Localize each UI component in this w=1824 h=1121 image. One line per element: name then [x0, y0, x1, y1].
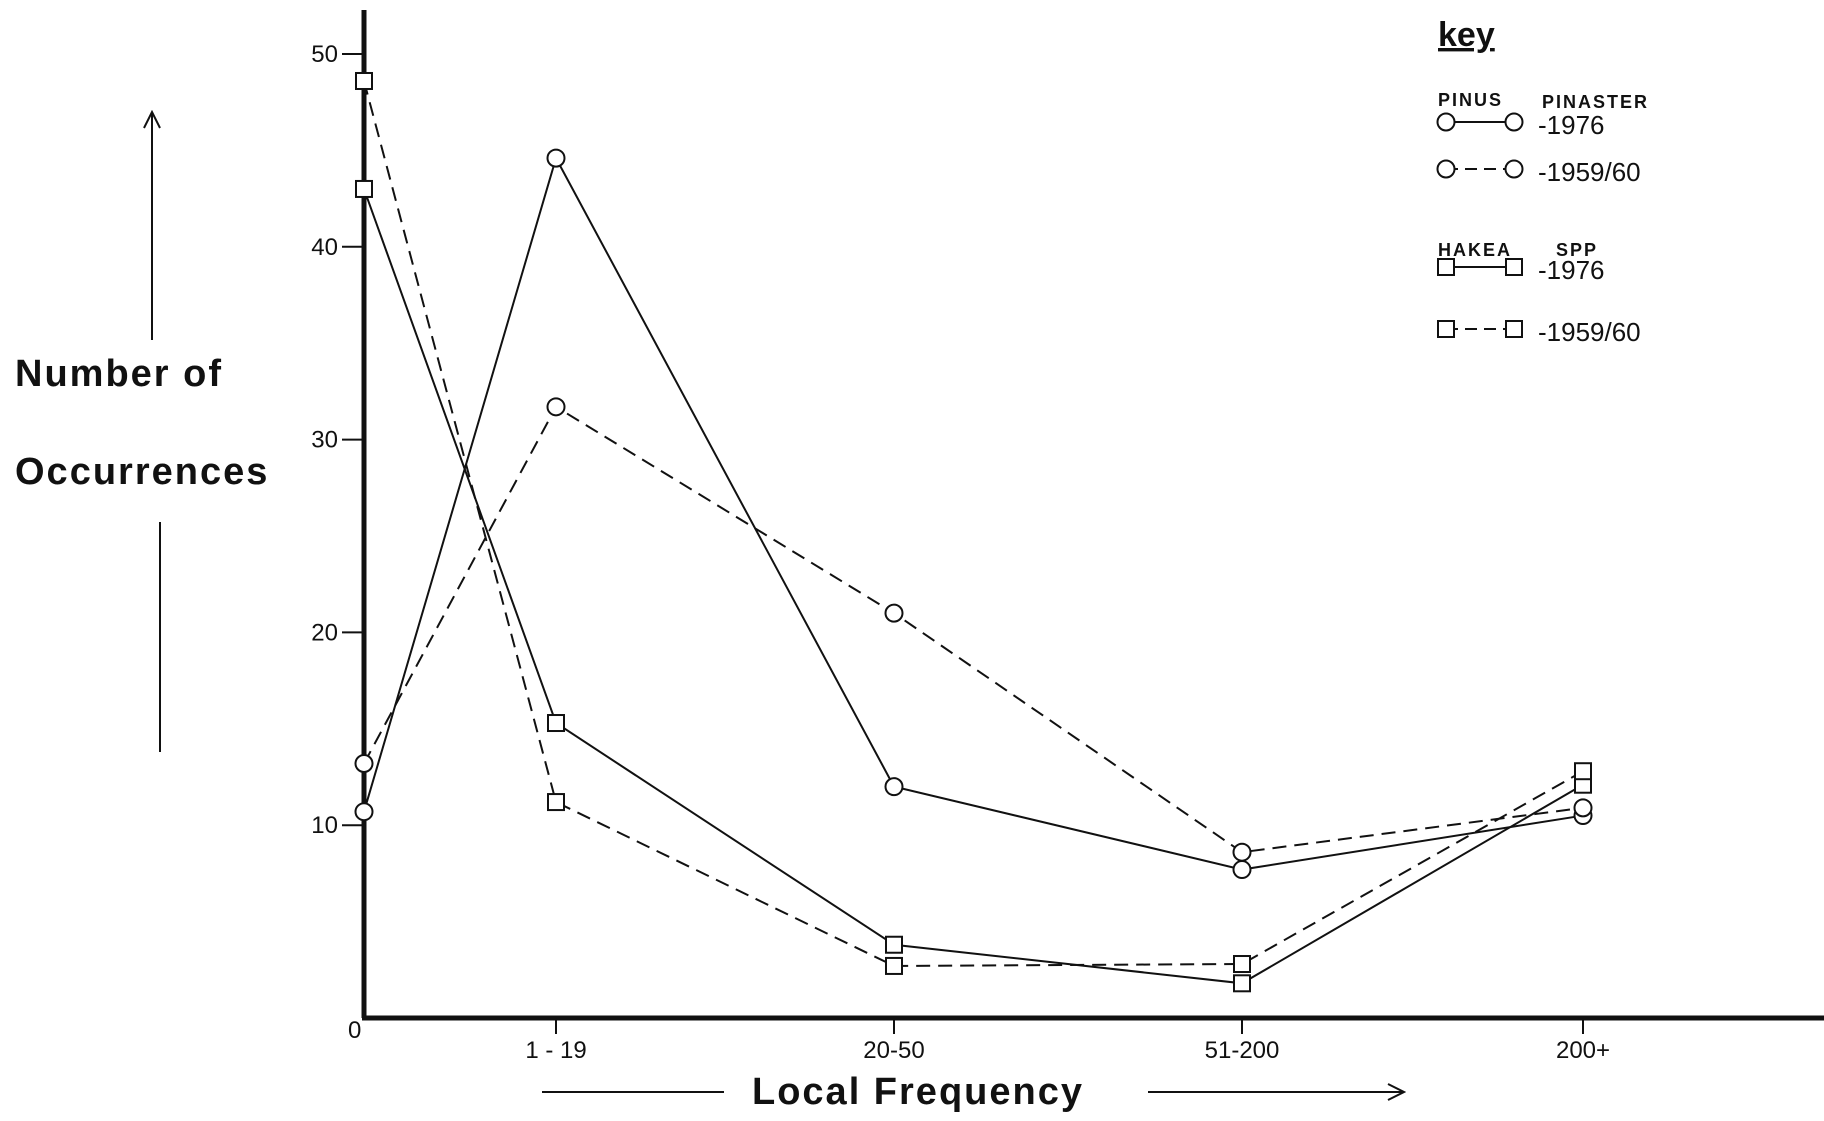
- legend-marker: [1436, 112, 1456, 132]
- y-tick-label: 50: [311, 41, 338, 68]
- legend-label: -1959/60: [1538, 317, 1641, 347]
- legend-label: -1976: [1538, 110, 1605, 140]
- legend-items: -1976 -1959/60 -1976 -1959/60: [1436, 110, 1641, 347]
- data-point: [1232, 842, 1252, 862]
- legend-label: -1959/60: [1538, 157, 1641, 187]
- y-tick-label: 20: [311, 619, 338, 646]
- series-points-0: [354, 148, 1593, 880]
- series-points-2: [355, 179, 1592, 993]
- y-tick-label: 30: [311, 427, 338, 454]
- legend-group-label-pinaster: PINASTER: [1542, 92, 1649, 112]
- series-line: [363, 155, 1584, 871]
- data-point: [547, 714, 565, 733]
- series-0: [363, 155, 1584, 871]
- series-layer: [354, 71, 1593, 993]
- legend-group-label-pinus: PINUS: [1438, 90, 1503, 110]
- data-point: [1573, 798, 1593, 818]
- x-tick-label: 51-200: [1205, 1037, 1280, 1064]
- data-point: [546, 397, 566, 417]
- series-line: [363, 405, 1584, 854]
- legend-group-label-hakea: HAKEA: [1438, 240, 1512, 260]
- data-point: [1233, 974, 1251, 993]
- legend-marker: [1505, 320, 1523, 338]
- legend-marker: [1505, 258, 1523, 276]
- legend-label: -1976: [1538, 255, 1605, 285]
- data-point: [884, 603, 904, 623]
- x-tick-label: 1 - 19: [525, 1037, 586, 1064]
- legend-marker: [1437, 320, 1455, 338]
- legend-item-3: -1959/60: [1437, 317, 1641, 347]
- series-1: [363, 405, 1584, 854]
- legend-marker: [1436, 159, 1456, 179]
- series-line: [363, 80, 1584, 967]
- data-point: [1233, 955, 1251, 974]
- legend-marker: [1437, 258, 1455, 276]
- series-points-1: [354, 397, 1593, 862]
- data-point: [354, 802, 374, 822]
- legend-item-1: -1959/60: [1436, 157, 1641, 187]
- y-axis-ticks: 50 40 30 20 10 0: [311, 41, 364, 1044]
- legend-group-label-spp: SPP: [1556, 240, 1598, 260]
- data-point: [355, 179, 373, 198]
- data-point: [885, 935, 903, 954]
- legend-item-2: -1976: [1437, 255, 1605, 285]
- data-point: [884, 777, 904, 797]
- data-point: [1574, 762, 1592, 781]
- y-zero-label: 0: [348, 1017, 361, 1044]
- data-point: [546, 148, 566, 168]
- legend-item-0: -1976: [1436, 110, 1605, 140]
- y-tick-label: 40: [311, 234, 338, 261]
- y-axis-title-line-2: Occurrences: [15, 451, 269, 493]
- legend-marker: [1504, 112, 1524, 132]
- data-point: [355, 71, 373, 90]
- data-point: [354, 754, 374, 774]
- x-tick-label: 20-50: [863, 1037, 924, 1064]
- data-point: [547, 793, 565, 812]
- data-point: [1232, 860, 1252, 880]
- series-2: [363, 188, 1584, 985]
- x-axis-title: Local Frequency: [752, 1071, 1084, 1113]
- data-point: [885, 956, 903, 975]
- y-tick-label: 10: [311, 812, 338, 839]
- x-axis-ticks: 1 - 19 20-50 51-200 200+: [525, 1018, 1610, 1064]
- legend-title: key: [1438, 16, 1495, 54]
- series-points-3: [355, 71, 1592, 975]
- legend-marker: [1504, 159, 1524, 179]
- x-tick-label: 200+: [1556, 1037, 1610, 1064]
- legend: key PINUS PINASTER HAKEA SPP -1976 -1959/…: [1436, 16, 1649, 347]
- series-3: [363, 80, 1584, 967]
- series-line: [363, 188, 1584, 985]
- y-axis-title-line-1: Number of: [15, 353, 223, 395]
